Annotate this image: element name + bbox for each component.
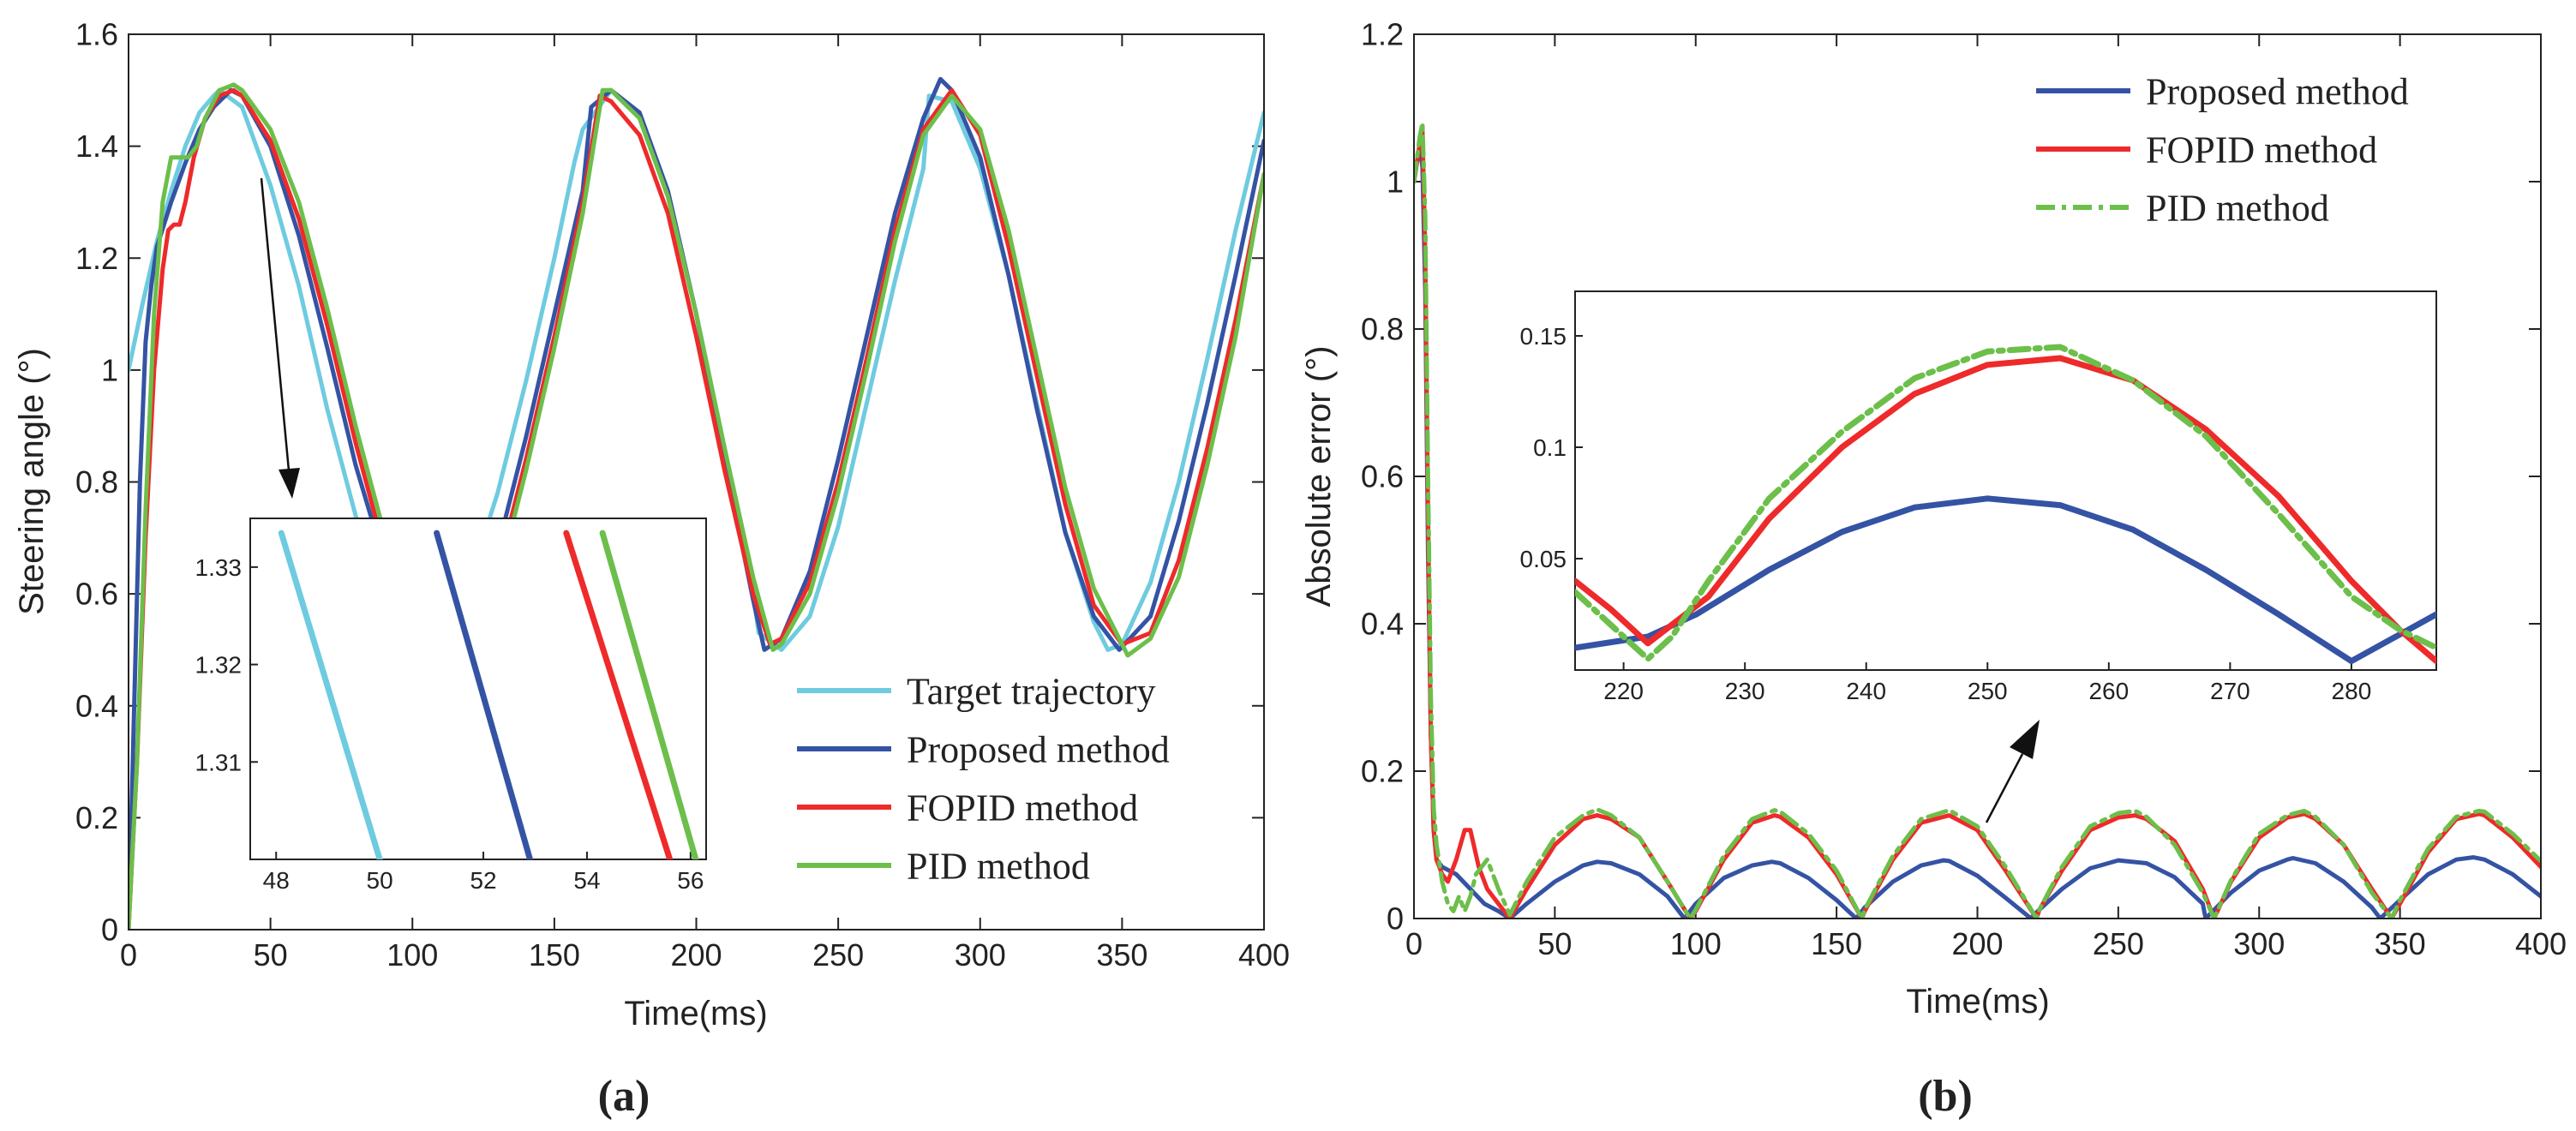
panel-b-zoom-arrow-head (2010, 720, 2040, 759)
panel-a-inset-xtick-label: 50 (367, 867, 393, 894)
panel-a-xlabel: Time(ms) (624, 995, 767, 1032)
panel-b-inset-line-pid (1575, 344, 2436, 662)
panel-b-inset-line-proposed (1575, 495, 2436, 665)
panel-a-xtick-label: 0 (120, 937, 137, 972)
panel-b-xtick-label: 50 (1537, 926, 1572, 961)
panel-b-inset-box (1574, 290, 2437, 671)
panel-b-zoom-arrow-line (1985, 753, 2024, 823)
panel-a-tick-labels: 0 50 100 150 200 250 300 350 400 0 0.2 0.4 0.6 0.8 1 1.… (75, 17, 1290, 972)
panel-a-ytick-label: 1.6 (75, 17, 118, 52)
panel-b-ytick-label: 1.2 (1361, 17, 1404, 52)
panel-a-axes-box (128, 33, 1265, 931)
panel-a-inset-xtick-label: 48 (263, 867, 290, 894)
panel-a-series (129, 76, 1264, 930)
panel-a-xtick-label: 150 (529, 937, 580, 972)
panel-a-xtick-label: 400 (1238, 937, 1290, 972)
panel-a-inset-line-proposed (434, 530, 533, 859)
panel-a-xtick-label: 250 (812, 937, 864, 972)
panel-a-label: (a) (598, 1072, 650, 1121)
panel-b-xtick-label: 350 (2375, 926, 2426, 961)
panel-a-inset-tick-labels: 48 50 52 54 56 1.31 1.32 1.33 (195, 554, 704, 894)
panel-a-inset-line-pid (599, 530, 699, 859)
panel-b-line-pid-method (1414, 120, 2541, 919)
panel-b-xlabel: Time(ms) (1906, 983, 2049, 1020)
panel-b-xtick-label: 100 (1670, 926, 1722, 961)
panel-a-inset-ytick-label: 1.31 (195, 749, 243, 775)
panel-b-xtick-label: 0 (1405, 926, 1423, 961)
panel-b-inset-xtick-label: 270 (2210, 678, 2250, 704)
panel-b-inset-line-fopid (1575, 355, 2436, 665)
panel-b-inset-xtick-label: 260 (2088, 678, 2129, 704)
panel-a-legend-label: PID method (907, 845, 1090, 887)
panel-a-ytick-label: 0.4 (75, 688, 118, 723)
panel-b-inset-ytick-label: 0.1 (1533, 434, 1567, 461)
panel-a-inset-line-fopid (563, 530, 674, 859)
panel-b-ylabel: Absolute error (°) (1300, 346, 1338, 607)
panel-a-ytick-label: 1.2 (75, 241, 118, 276)
panel-a-xtick-label: 350 (1096, 937, 1147, 972)
panel-b-xtick-label: 200 (1951, 926, 2003, 961)
panel-a-zoom-arrow-line (260, 177, 291, 481)
panel-b-inset-ytick-label: 0.15 (1520, 323, 1567, 350)
panel-a-inset-xtick-label: 54 (573, 867, 600, 894)
panel-b-legend-label: FOPID method (2146, 129, 2377, 171)
panel-b-inset-xtick-label: 220 (1603, 678, 1644, 704)
panel-a-ytick-label: 1.4 (75, 129, 118, 164)
panel-b-ytick-label: 0.6 (1361, 459, 1404, 494)
panel-a-line-pid-method (129, 82, 1264, 930)
panel-a-ylabel: Steering angle (°) (13, 348, 51, 615)
panel-a-legend-label: Proposed method (907, 728, 1170, 770)
panel-b-inset-xtick-label: 240 (1846, 678, 1886, 704)
panel-a-xtick-label: 100 (386, 937, 438, 972)
panel-b-xtick-label: 300 (2233, 926, 2285, 961)
panel-a: 0 50 100 150 200 250 300 350 400 0 0.2 0.4 0.6 0.8 1 1.… (13, 17, 1290, 1121)
panel-b-inset-xtick-label: 280 (2332, 678, 2372, 704)
panel-a-inset-line-target (278, 530, 383, 859)
panel-a-legend-label: Target trajectory (907, 670, 1156, 712)
panel-b-inset-ytick-label: 0.05 (1520, 546, 1567, 572)
panel-b-legend: Proposed method FOPID method PID method (2036, 70, 2409, 229)
panel-a-inset-xtick-label: 56 (677, 867, 704, 894)
panel-a-xtick-label: 200 (670, 937, 722, 972)
panel-b: 0 50 100 150 200 250 300 350 400 0 0.2 0.4 0.6 0.8 1 1.… (1300, 17, 2567, 1121)
panel-a-zoom-arrow-head (279, 468, 300, 499)
panel-b-legend-label: PID method (2146, 187, 2329, 229)
panel-a-inset-ytick-label: 1.32 (195, 652, 243, 679)
panel-a-legend-label: FOPID method (907, 787, 1138, 829)
panel-b-inset-series (1575, 344, 2436, 665)
panel-b-inset-xtick-label: 250 (1968, 678, 2008, 704)
panel-a-ytick-label: 0.8 (75, 464, 118, 500)
panel-b-inset-ticks (1575, 335, 2352, 670)
panel-b-ytick-label: 1 (1387, 165, 1404, 200)
panel-a-ytick-label: 0.6 (75, 577, 118, 612)
panel-a-inset-series (278, 530, 699, 859)
panel-a-xtick-label: 50 (254, 937, 288, 972)
panel-b-legend-label: Proposed method (2146, 70, 2409, 112)
panel-b-tick-labels: 0 50 100 150 200 250 300 350 400 0 0.2 0.4 0.6 0.8 1 1.… (1361, 17, 2567, 961)
panel-b-ytick-label: 0.8 (1361, 312, 1404, 347)
panel-a-ytick-label: 1 (101, 352, 118, 387)
panel-b-ytick-label: 0.4 (1361, 607, 1404, 642)
panel-b-series (1414, 120, 2541, 919)
panel-b-label: (b) (1918, 1072, 1973, 1121)
panel-b-xtick-label: 400 (2515, 926, 2567, 961)
panel-a-ytick-label: 0.2 (75, 800, 118, 835)
panel-a-legend: Target trajectory Proposed method FOPID me… (797, 670, 1170, 887)
panel-a-inset-ytick-label: 1.33 (195, 554, 243, 581)
panel-a-ytick-label: 0 (101, 913, 118, 948)
panel-a-inset-xtick-label: 52 (470, 867, 496, 894)
panel-a-xtick-label: 300 (955, 937, 1006, 972)
panel-b-xtick-label: 250 (2093, 926, 2144, 961)
panel-b-ytick-label: 0 (1387, 901, 1404, 937)
panel-b-axes-box (1413, 33, 2542, 919)
panel-b-ytick-label: 0.2 (1361, 754, 1404, 789)
panel-b-inset-xtick-label: 230 (1725, 678, 1765, 704)
panel-b-xtick-label: 150 (1811, 926, 1862, 961)
panel-b-inset-tick-labels: 220 230 240 250 260 270 280 0.05 0.1 0.15 (1520, 323, 2372, 704)
